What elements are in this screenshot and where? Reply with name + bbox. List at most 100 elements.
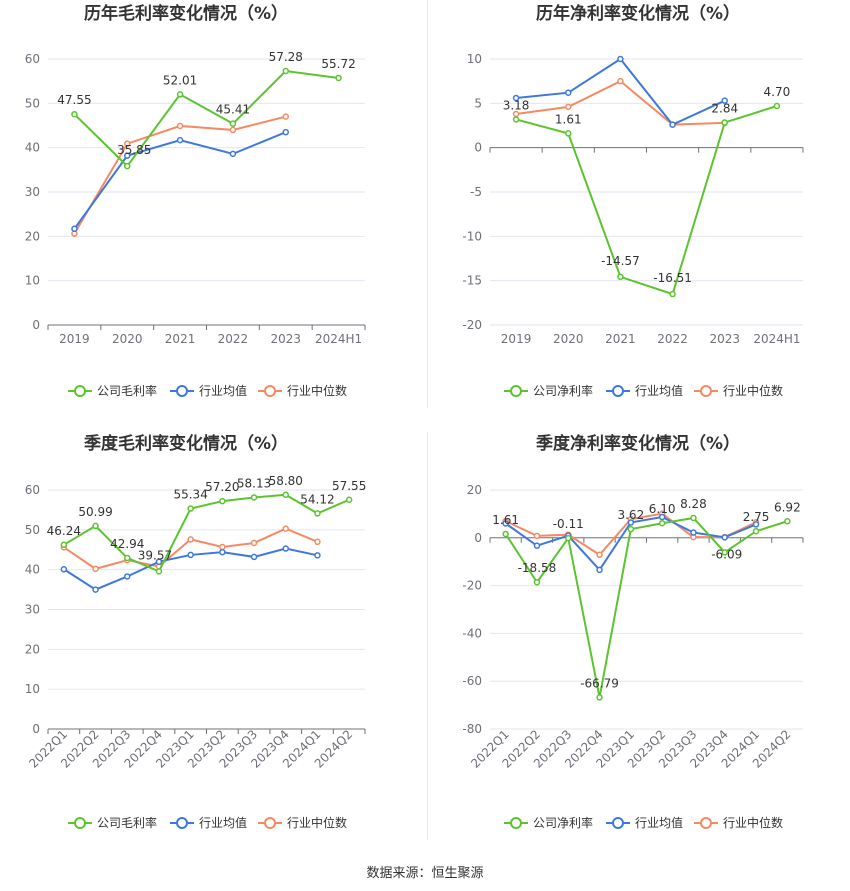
series-line-median <box>63 527 318 570</box>
y-tick-label: 50 <box>25 523 40 537</box>
data-label: 2.75 <box>743 510 770 524</box>
data-point-median <box>282 525 289 532</box>
data-point-median <box>533 532 541 540</box>
data-point-company <box>512 116 520 123</box>
data-label: 57.20 <box>205 480 239 494</box>
legend-marker <box>176 385 188 397</box>
data-point-median <box>250 539 258 547</box>
data-point-company <box>690 514 697 522</box>
data-point-company <box>176 91 184 98</box>
x-tick-label: 2022 <box>218 332 249 346</box>
legend-item-median: 行业中位数 <box>694 383 783 398</box>
legend-marker <box>700 385 712 397</box>
data-point-median <box>176 122 184 130</box>
data-point-mean <box>596 566 603 574</box>
y-tick-label: 0 <box>32 722 40 736</box>
data-point-company <box>658 519 666 527</box>
data-point-company <box>721 119 728 126</box>
data-point-median <box>314 538 321 546</box>
data-point-company <box>229 120 237 127</box>
legend-label: 行业中位数 <box>723 383 783 398</box>
series-line-company <box>73 70 339 168</box>
data-label: -66.79 <box>580 676 619 690</box>
chart-annual-gross-margin: 历年毛利率变化情况（%） 0 10 20 30 40 50 60 2019 2020 2021 202… <box>25 3 366 398</box>
legend-item-median: 行业中位数 <box>258 383 347 398</box>
legend-item-company: 公司毛利率 <box>68 383 157 398</box>
data-point-company <box>187 505 194 512</box>
y-tick-label: 50 <box>25 96 40 110</box>
chart-title: 历年净利率变化情况（%） <box>536 3 740 24</box>
data-label: 1.61 <box>555 112 582 126</box>
y-tick-label: -20 <box>462 318 482 332</box>
chart-annual-net-margin: 历年净利率变化情况（%） -20 -15 -10 -5 0 5 10 2019 2020 2021 2… <box>462 3 804 398</box>
chart-title: 季度净利率变化情况（%） <box>536 433 740 454</box>
data-label: 47.55 <box>57 93 91 107</box>
chart-title: 季度毛利率变化情况（%） <box>84 433 288 454</box>
x-tick-label: 2024H1 <box>315 332 362 346</box>
data-point-company <box>533 578 541 586</box>
y-tick-label: 5 <box>474 96 482 110</box>
legend-item-median: 行业中位数 <box>258 815 347 830</box>
data-point-company <box>617 273 624 281</box>
x-tick-label: 2023 <box>270 332 301 346</box>
chart-panel-annual-gross-margin: 历年毛利率变化情况（%） 0 10 20 30 40 50 60 2019 2020 2021 202… <box>0 0 425 410</box>
data-label: 35.85 <box>117 143 151 157</box>
legend-label: 行业中位数 <box>287 383 347 398</box>
data-point-mean <box>690 529 697 536</box>
data-label: 57.28 <box>269 50 303 64</box>
legend-label: 行业均值 <box>199 815 247 830</box>
y-tick-label: 10 <box>25 682 40 696</box>
data-point-company <box>669 290 676 298</box>
data-label: 1.61 <box>492 513 519 527</box>
y-tick-label: 0 <box>474 531 482 545</box>
y-tick-label: -15 <box>462 274 482 288</box>
legend-label: 行业中位数 <box>287 815 347 830</box>
legend-label: 公司净利率 <box>533 815 593 830</box>
legend-marker <box>510 817 522 829</box>
legend-marker <box>74 817 86 829</box>
data-point-median <box>92 565 99 573</box>
data-point-mean <box>752 521 760 528</box>
chart-quarterly-net-margin: 季度净利率变化情况（%）-80-60-40-200202022Q12022Q22… <box>462 433 804 830</box>
series-line-median <box>73 115 286 235</box>
data-label: 6.92 <box>774 500 801 514</box>
data-point-median <box>219 543 226 551</box>
data-point-mean <box>721 534 728 541</box>
data-point-median <box>565 103 572 111</box>
data-label: 39.57 <box>138 548 172 562</box>
legend-marker <box>612 817 624 829</box>
y-tick-label: -80 <box>462 722 482 736</box>
legend-marker <box>176 817 188 829</box>
y-tick-label: -60 <box>462 674 482 688</box>
data-point-company <box>92 522 99 530</box>
data-point-mean <box>124 152 131 159</box>
data-point-mean <box>60 566 68 573</box>
legend-item-company: 公司净利率 <box>504 815 593 830</box>
data-point-company <box>282 491 289 499</box>
series-line-mean <box>515 57 726 126</box>
y-tick-label: -40 <box>462 626 482 640</box>
data-point-company <box>155 568 163 575</box>
data-point-mean <box>155 558 163 565</box>
data-point-company <box>565 534 572 542</box>
legend-item-mean: 行业均值 <box>170 815 247 830</box>
data-point-mean <box>282 128 289 136</box>
data-point-mean <box>92 586 99 593</box>
data-point-median <box>617 77 624 85</box>
vertical-divider-bottom <box>427 432 428 840</box>
data-label: -6.09 <box>711 547 742 561</box>
y-tick-label: 20 <box>25 229 40 243</box>
series-line-company <box>515 105 778 296</box>
data-point-company <box>124 162 131 170</box>
chart-title: 历年毛利率变化情况（%） <box>84 3 288 24</box>
data-point-company <box>721 549 728 556</box>
x-tick-label: 2024H1 <box>753 332 800 346</box>
legend-item-mean: 行业均值 <box>170 383 247 398</box>
data-point-median <box>282 113 289 120</box>
data-label: -14.57 <box>601 254 640 268</box>
legend-label: 公司毛利率 <box>97 383 157 398</box>
legend-marker <box>510 385 522 397</box>
legend-marker <box>264 385 276 397</box>
x-tick-label: 2021 <box>605 332 636 346</box>
legend-marker <box>74 385 86 397</box>
